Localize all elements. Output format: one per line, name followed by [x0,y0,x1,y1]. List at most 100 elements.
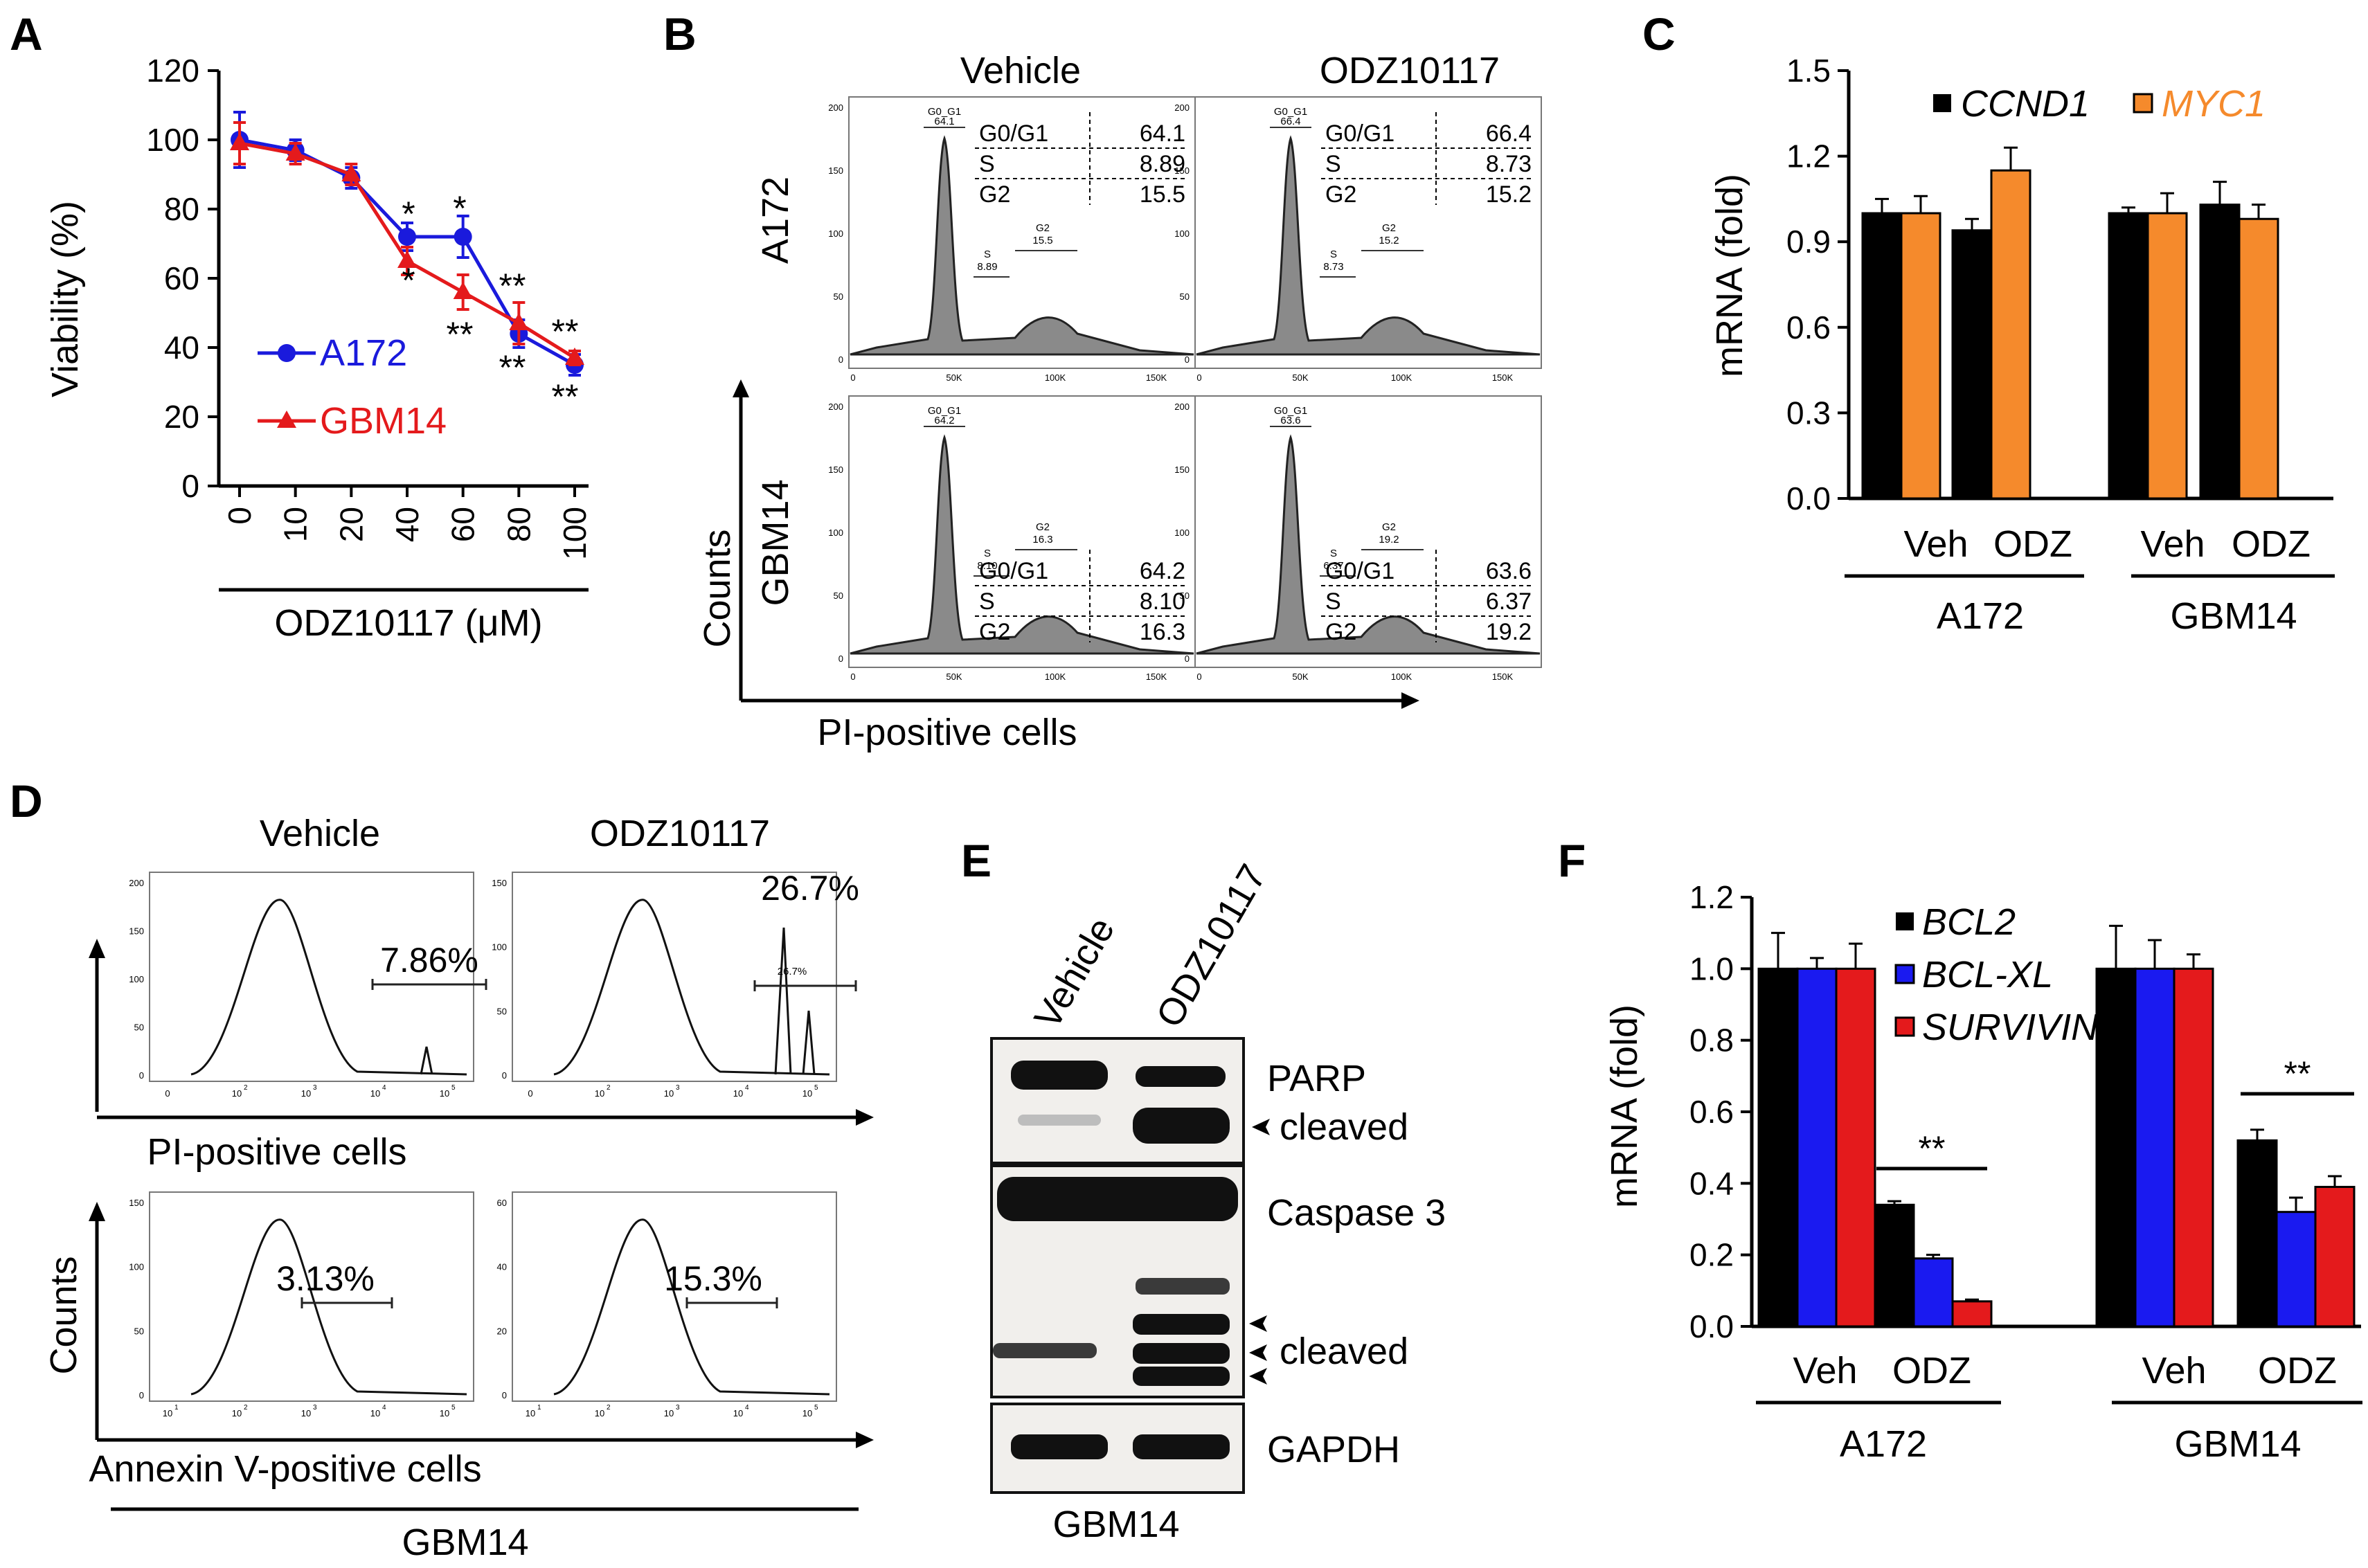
flow-xtick: 10 [526,1408,535,1418]
panel-a: A Viability (%) 0 20 40 60 80 100 120 0 10 20 40 6… [10,8,593,644]
flow-xtick: 10 [440,1408,449,1418]
flow-xtick-exp: 2 [244,1404,248,1412]
flow-ytick: 200 [828,102,843,113]
panel-d-letter: D [10,775,43,827]
flow-ytick: 200 [129,878,144,888]
ytick-label: 0.8 [1689,1022,1734,1058]
flow-ytick: 60 [497,1198,507,1208]
flow-xtick-exp: 5 [814,1404,818,1412]
flow-xtick-exp: 4 [745,1404,749,1412]
panel-c: C mRNA (fold) 0.0 0.3 0.6 0.9 1.2 1.5 CCND1 M… [1642,8,2335,637]
flow-ytick: 0 [502,1390,507,1400]
panel-a-xtick-label: 100 [557,507,593,560]
arrow-casp3-cleaved-3 [1249,1368,1267,1385]
ytick-label: 1.2 [1786,138,1831,174]
phase-name: G0/G1 [1325,120,1394,147]
panel-b-col-title-odz: ODZ10117 [1320,50,1500,91]
flow-xtick: 10 [595,1088,604,1099]
flow-ytick: 100 [828,228,843,239]
ytick-label: 0.2 [1689,1237,1734,1273]
panel-a-point-a172 [454,228,472,246]
panel-a-xlabel: ODZ10117 (μM) [274,602,542,644]
panel-a-series [230,111,584,377]
phase-name: S [979,588,995,615]
band-caspase3-vehicle-lower [993,1343,1097,1358]
flow-ytick: 100 [1174,228,1190,239]
blot-label-caspase3: Caspase 3 [1267,1192,1446,1234]
panel-d-group: GBM14 [402,1522,528,1563]
flow-xtick: 0 [850,372,855,383]
gate-label-s: S [1330,249,1337,260]
flow-xtick: 150K [1146,672,1167,682]
panel-a-y-ticks: 0 20 40 60 80 100 120 [146,53,219,504]
flow-histogram [190,899,467,1076]
blot-gapdh [990,1403,1245,1494]
phase-value: 15.2 [1486,181,1532,208]
gate-value-g01: 64.1 [934,116,954,127]
flow-ytick: 200 [1174,402,1190,412]
gate-label-g2: G2 [1382,222,1396,234]
panel-d-xlabel-top: PI-positive cells [147,1131,406,1173]
gate-label-s: S [1330,548,1337,559]
legend-myc1-swatch [2133,93,2153,114]
panel-b-ylabel: Counts [697,529,738,647]
flow-ytick: 50 [1180,291,1190,302]
flow-xtick: 100K [1391,372,1412,383]
flow-histogram [190,1218,467,1396]
flow-ytick: 0 [1185,654,1190,664]
gate-label-g2: G2 [1036,521,1050,533]
gate-value-g01: 64.2 [934,415,954,426]
flow-xtick: 0 [528,1088,532,1099]
phase-value: 8.73 [1486,151,1532,177]
panel-a-ytick-label: 40 [164,330,199,366]
phase-value: 8.89 [1140,151,1185,177]
arrow-casp3-cleaved-1 [1249,1315,1267,1332]
panel-f-bars [1757,924,2356,1328]
blot-label-parp: PARP [1267,1058,1366,1099]
panel-a-xtick-label: 10 [278,507,314,542]
panel-a-letter: A [10,8,43,60]
flow-xtick-exp: 3 [676,1084,680,1092]
flow-ytick: 50 [134,1326,144,1336]
panel-c-group-a172: A172 [1937,595,2024,637]
flow-ytick: 100 [492,942,507,953]
flow-xtick: 100K [1391,672,1412,682]
panel-a-xtick-label: 0 [222,507,258,525]
flow-xtick: 10 [664,1088,674,1099]
panel-c-y-ticks: 0.0 0.3 0.6 0.9 1.2 1.5 [1786,53,1849,516]
legend-gbm14-marker [277,411,296,428]
flow-ytick: 100 [129,1262,144,1272]
legend-a172-marker [278,344,296,362]
flow-xtick: 50K [1292,372,1308,383]
phase-name: G2 [1325,181,1356,208]
flow-ytick: 200 [1174,102,1190,113]
gate-label-g01: G0_G1 [928,106,961,118]
bar-bcl2 [2236,1139,2278,1328]
flow-xtick: 10 [595,1408,604,1418]
flow-xtick-exp: 4 [382,1084,386,1092]
flow-ytick: 100 [1174,528,1190,538]
flow-ytick: 150 [828,165,843,176]
ytick-label: 0.9 [1786,224,1831,260]
band-caspase3-cleaved-2 [1133,1343,1230,1364]
phase-name: G2 [979,181,1010,208]
gate-label-g2: G2 [1382,521,1396,533]
sig-a172-80: ** [499,267,526,305]
flow-ytick: 150 [492,878,507,888]
bar-ccnd1 [1951,229,1993,500]
legend-survivin-swatch [1894,1016,1915,1037]
gate-label-s: S [984,548,991,559]
panel-f-group-gbm14: GBM14 [2174,1423,2301,1465]
panel-d-top-x-arrowhead [856,1109,874,1126]
panel-d-bottom-y-arrowhead [89,1202,105,1221]
flow-ytick: 0 [502,1070,507,1081]
flow-xtick-exp: 4 [382,1404,386,1412]
panel-b-y-arrowhead [733,379,749,397]
gate-value-s: 8.10 [977,560,997,572]
legend-ccnd1-swatch [1933,94,1951,112]
gate-value-g2: 15.5 [1032,235,1052,246]
